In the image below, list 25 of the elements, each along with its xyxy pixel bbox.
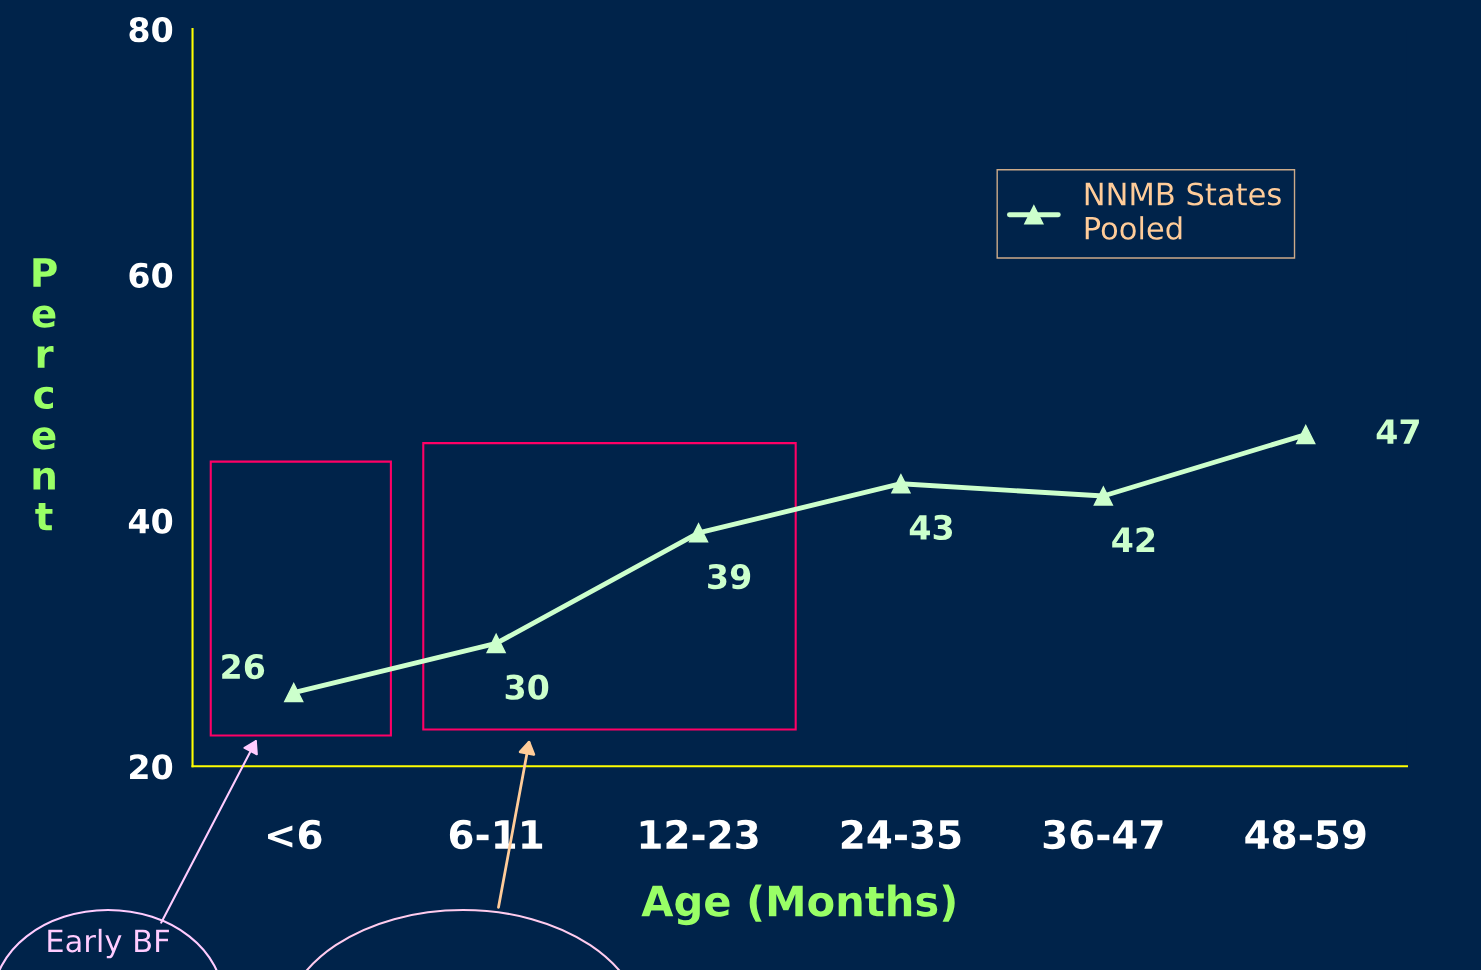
- y-tick-label: 80: [129, 17, 173, 43]
- x-axis-title: Age (Months): [641, 884, 955, 926]
- y-axis-title: Percent: [32, 258, 57, 531]
- data-label: 47: [1376, 419, 1419, 444]
- x-tick-label: 12-23: [640, 819, 758, 850]
- x-tick-label: <6: [268, 819, 322, 850]
- data-label: 42: [1112, 527, 1155, 552]
- point: [486, 633, 506, 654]
- x-tick-label: 24-35: [841, 819, 961, 850]
- data-label: 39: [708, 564, 751, 590]
- point: [284, 682, 304, 703]
- text: Early BF: [48, 928, 169, 959]
- point: [1093, 486, 1114, 506]
- data-label: 26: [222, 653, 265, 680]
- y-tick-label: 20: [130, 754, 173, 780]
- y-tick-label: 60: [129, 262, 173, 288]
- x-tick-label: 36-47: [1043, 819, 1163, 850]
- point: [688, 523, 709, 543]
- y-tick-label: 40: [128, 508, 173, 534]
- point: [891, 473, 911, 494]
- data-label: 43: [909, 514, 953, 541]
- legend-label: NNMB States Pooled: [1085, 182, 1281, 240]
- data-label: 30: [505, 674, 549, 700]
- point: [1296, 424, 1316, 445]
- x-tick-label: 48-59: [1245, 819, 1366, 850]
